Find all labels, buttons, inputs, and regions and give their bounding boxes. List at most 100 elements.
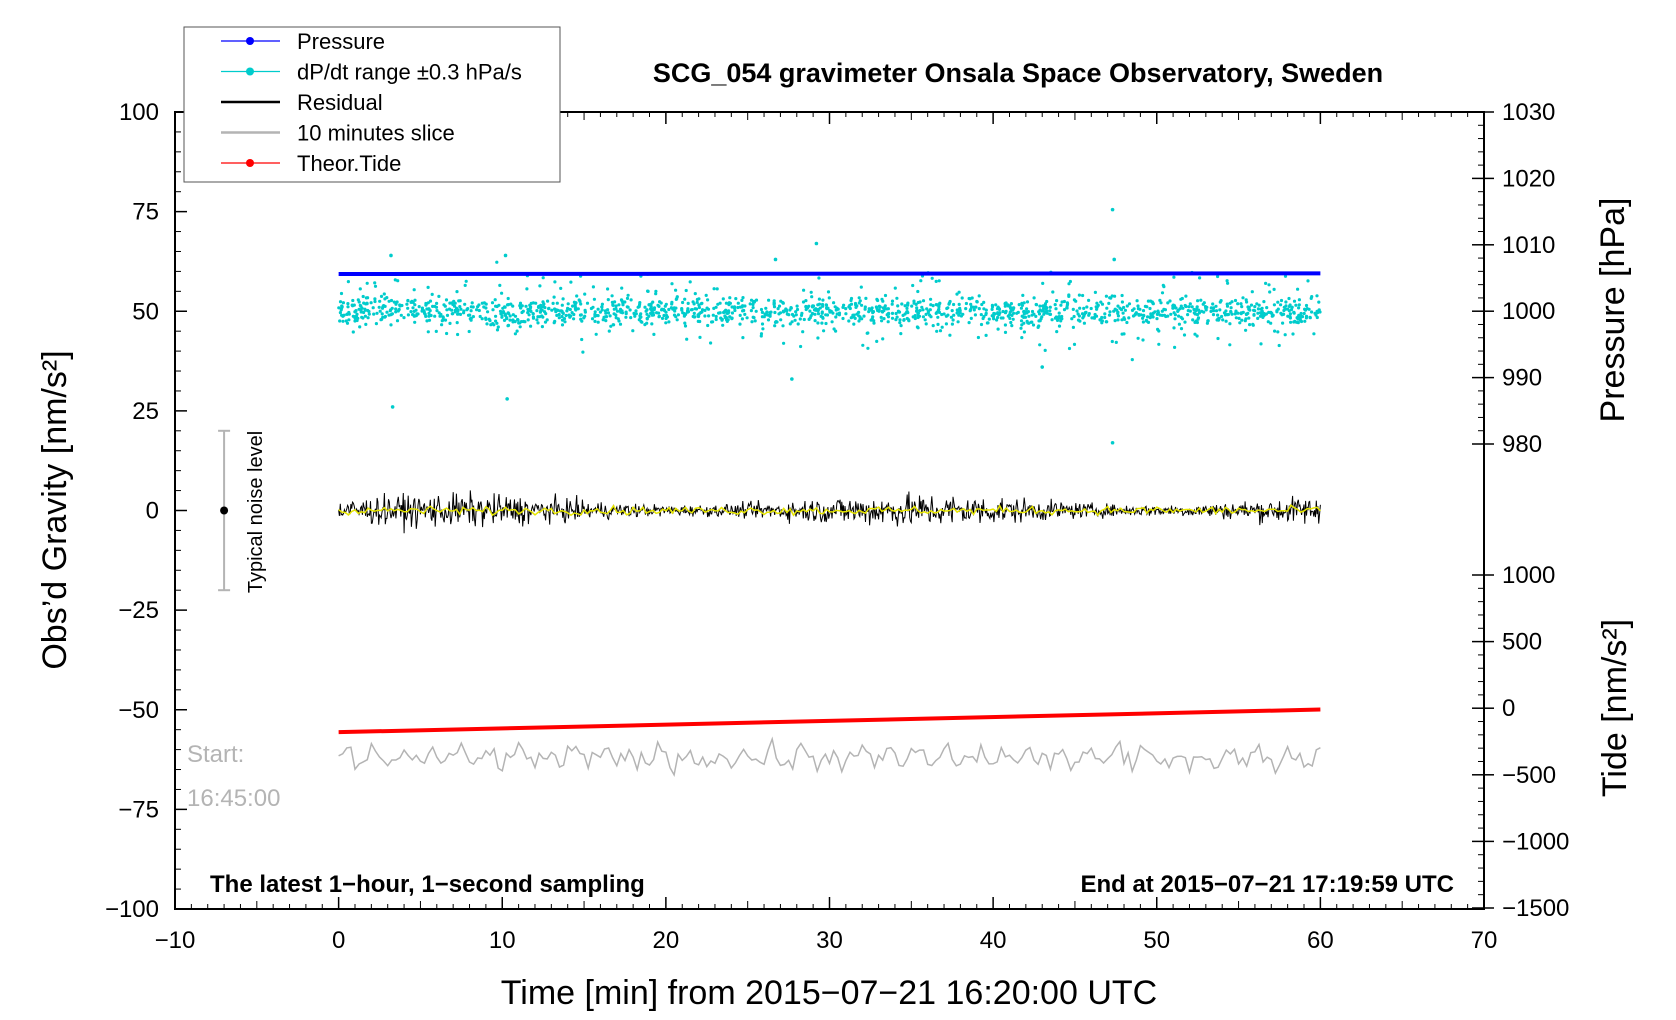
dpdt-point — [543, 306, 547, 310]
dpdt-point — [455, 290, 459, 294]
dpdt-point — [1250, 290, 1254, 294]
dpdt-point — [613, 300, 617, 304]
dpdt-point — [1173, 317, 1177, 321]
dpdt-point — [990, 314, 994, 318]
dpdt-point — [529, 324, 533, 328]
dpdt-point — [1216, 313, 1220, 317]
dpdt-point — [773, 324, 777, 328]
dpdt-point — [1272, 287, 1276, 291]
dpdt-point — [1050, 318, 1054, 322]
dpdt-point — [1021, 293, 1025, 297]
dpdt-point — [1048, 305, 1052, 309]
dpdt-point — [1067, 293, 1071, 297]
dpdt-point — [1179, 327, 1184, 331]
dpdt-point — [1010, 324, 1014, 328]
y-tick-label: −50 — [118, 697, 159, 724]
dpdt-outlier-point — [1110, 440, 1115, 445]
dpdt-point — [981, 316, 985, 321]
dpdt-point — [621, 303, 625, 307]
dpdt-point — [412, 288, 416, 292]
dpdt-point — [990, 307, 994, 311]
dpdt-point — [614, 307, 618, 311]
dpdt-point — [848, 303, 852, 307]
series-tide-line — [338, 707, 1321, 735]
dpdt-point — [1220, 314, 1224, 319]
dpdt-point — [781, 301, 785, 305]
dpdt-point — [767, 298, 771, 302]
dpdt-point — [1027, 314, 1031, 318]
dpdt-point — [1083, 311, 1087, 315]
dpdt-point — [817, 276, 821, 280]
dpdt-point — [821, 316, 825, 320]
dpdt-point — [1149, 314, 1153, 318]
dpdt-point — [645, 317, 649, 321]
dpdt-point — [929, 297, 933, 301]
dpdt-point — [611, 303, 615, 307]
dpdt-point — [523, 320, 527, 324]
dpdt-point — [1062, 299, 1066, 304]
dpdt-point — [561, 297, 565, 301]
dpdt-point — [434, 329, 438, 333]
dpdt-point — [1159, 301, 1163, 305]
dpdt-point — [494, 319, 498, 323]
dpdt-point — [1218, 308, 1222, 312]
dpdt-point — [721, 323, 725, 327]
x-tick-label: 20 — [653, 927, 680, 954]
dpdt-point — [445, 331, 449, 336]
dpdt-point — [484, 317, 488, 321]
dpdt-outlier-point — [1112, 257, 1117, 262]
dpdt-point — [706, 298, 710, 302]
dpdt-point — [440, 323, 444, 327]
dpdt-point — [539, 308, 543, 312]
dpdt-point — [485, 322, 489, 326]
dpdt-point — [1020, 323, 1024, 327]
dpdt-point — [600, 305, 604, 309]
dpdt-point — [1173, 345, 1177, 349]
dpdt-point — [1042, 312, 1046, 316]
dpdt-point — [555, 301, 559, 305]
dpdt-point — [1048, 309, 1052, 313]
dpdt-point — [896, 304, 900, 308]
dpdt-point — [834, 315, 838, 319]
dpdt-point — [396, 279, 400, 283]
dpdt-point — [1224, 319, 1228, 323]
dpdt-point — [852, 322, 856, 326]
dpdt-point — [535, 309, 539, 313]
dpdt-point — [1196, 316, 1201, 320]
dpdt-point — [380, 317, 384, 321]
dpdt-point — [503, 312, 507, 316]
dpdt-point — [697, 305, 702, 310]
dpdt-point — [1104, 294, 1108, 298]
dpdt-point — [608, 314, 612, 318]
dpdt-point — [802, 317, 806, 322]
dpdt-point — [937, 307, 941, 311]
dpdt-point — [732, 306, 737, 310]
dpdt-point — [1116, 318, 1120, 322]
dpdt-point — [921, 299, 926, 303]
dpdt-point — [1306, 279, 1310, 283]
dpdt-point — [910, 304, 914, 308]
dpdt-point — [691, 300, 695, 304]
dpdt-point — [388, 309, 392, 313]
dpdt-point — [820, 302, 825, 307]
dpdt-point — [764, 306, 768, 310]
dpdt-point — [728, 315, 732, 319]
dpdt-point — [973, 313, 978, 317]
dpdt-point — [505, 303, 510, 307]
dpdt-point — [1229, 310, 1233, 314]
dpdt-point — [893, 286, 897, 290]
dpdt-point — [498, 283, 502, 287]
dpdt-point — [1110, 339, 1114, 344]
dpdt-point — [402, 316, 406, 320]
y-tick-label: −100 — [105, 896, 159, 923]
dpdt-point — [574, 308, 578, 312]
dpdt-point — [811, 304, 815, 308]
dpdt-point — [451, 302, 455, 307]
dpdt-point — [675, 297, 679, 301]
dpdt-point — [652, 332, 656, 336]
dpdt-point — [720, 317, 724, 321]
tide-tick-label: −500 — [1502, 762, 1556, 789]
dpdt-point — [716, 302, 720, 306]
dpdt-point — [560, 303, 564, 307]
dpdt-point — [911, 283, 915, 288]
